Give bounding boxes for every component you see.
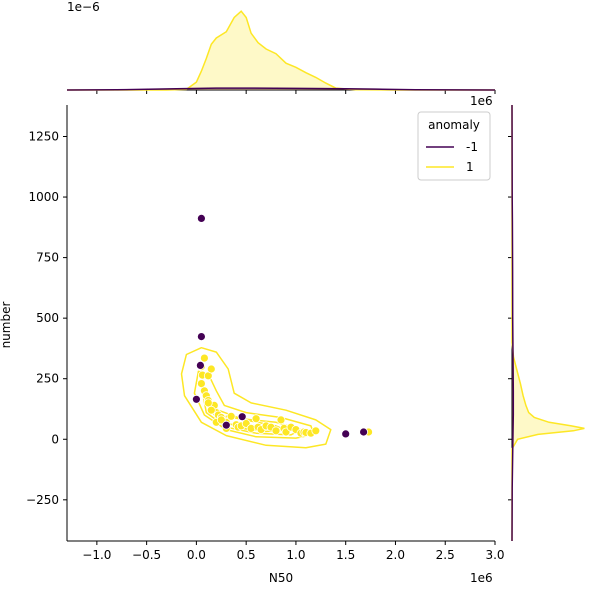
x-tick-label: 0.0: [187, 548, 206, 562]
x-tick-label: 0.5: [237, 548, 256, 562]
y-tick-label: 500: [36, 311, 59, 325]
scatter-point-pos1: [203, 398, 213, 408]
scatter-point-neg1: [221, 420, 231, 430]
x-tick-label: 2.0: [386, 548, 405, 562]
scatter-point-pos1: [226, 411, 236, 421]
x-tick-label: −1.0: [82, 548, 111, 562]
scatter-point-pos1: [251, 414, 261, 424]
x-axis-label: N50: [269, 571, 293, 585]
scatter-point-neg1: [359, 427, 369, 437]
scatter-point-pos1: [311, 426, 321, 436]
scatter-point-neg1: [196, 332, 206, 342]
x-tick-label: 1.0: [286, 548, 305, 562]
x-tick-label: 1.5: [336, 548, 355, 562]
scatter-point-pos1: [206, 364, 216, 374]
scatter-point-pos1: [216, 415, 226, 425]
scatter-point-neg1: [237, 412, 247, 422]
legend-label-neg1: -1: [466, 140, 478, 154]
scatter-point-neg1: [341, 429, 351, 439]
kde-contour-level-1: [180, 346, 332, 449]
x-offset-label: 1e6: [470, 571, 493, 585]
legend-label-1: 1: [466, 160, 474, 174]
top-marginal-offset-label: 1e−6: [67, 0, 100, 14]
y-axis-label: number: [0, 302, 13, 349]
scatter-point-pos1: [199, 353, 209, 363]
right-marginal-kde-line-pos1: [511, 105, 585, 541]
y-tick-label: 1250: [28, 129, 59, 143]
right-marginal: [508, 104, 585, 542]
scatter-point-pos1: [206, 405, 216, 415]
y-tick-label: 1000: [28, 190, 59, 204]
top-marginal-kde-line-pos1: [67, 10, 495, 91]
x-tick-label: 2.5: [436, 548, 455, 562]
main-axes: −1.0 −0.5 0.0 0.5 1.0 1.5 2.0 2.5 3.0 −250 0 250 500…: [26, 105, 505, 562]
top-marginal: [66, 10, 496, 94]
y-tick-label: 250: [36, 372, 59, 386]
top-marginal-kde-line-neg1: [66, 87, 496, 91]
top-marginal-kde-fill-pos1: [67, 11, 495, 91]
y-tick-label: 0: [51, 432, 59, 446]
x-tick-label: −0.5: [132, 548, 161, 562]
right-marginal-offset-label: 1e6: [470, 94, 493, 108]
legend-frame: [417, 111, 491, 181]
x-tick-label: 3.0: [485, 548, 504, 562]
scatter-point-neg1: [196, 213, 206, 223]
legend-title: anomaly: [428, 118, 480, 132]
y-tick-label: −250: [26, 493, 59, 507]
y-tick-label: 750: [36, 251, 59, 265]
main-plot: [180, 213, 374, 449]
right-marginal-kde-fill-pos1: [512, 105, 585, 541]
scatter-point-pos1: [196, 379, 206, 389]
scatter-point-neg1: [191, 394, 201, 404]
scatter-point-pos1: [271, 426, 281, 436]
scatter-point-neg1: [195, 360, 205, 370]
legend: anomaly -1 1: [417, 111, 491, 181]
scatter-point-pos1: [276, 415, 286, 425]
right-marginal-kde-line-neg1: [511, 104, 515, 542]
